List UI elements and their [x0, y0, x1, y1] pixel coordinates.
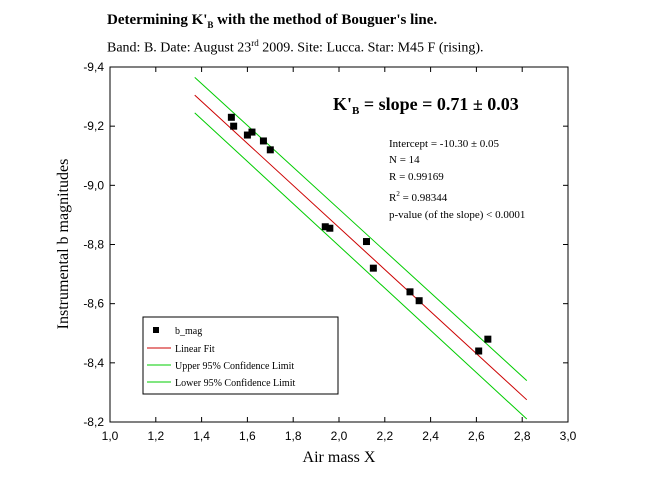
- axis-ticks: 1,0 1,2 1,4 1,6 1,8 2,0 2,2 2,4 2,6 2,8 3,0 -9,4 -9,…: [83, 60, 576, 443]
- legend-label-b-mag: b_mag: [175, 326, 202, 337]
- x-tick-label: 3,0: [560, 429, 577, 443]
- x-axis-label: Air mass X: [303, 449, 376, 466]
- n-text: N = 14: [389, 154, 420, 166]
- r-text: R = 0.99169: [389, 171, 444, 183]
- y-tick-label: -9,2: [83, 119, 104, 133]
- data-point: [369, 264, 377, 272]
- x-tick-label: 2,2: [376, 429, 393, 443]
- y-tick-label: -8,4: [83, 356, 104, 370]
- data-point: [266, 146, 274, 154]
- data-point: [227, 113, 235, 121]
- x-tick-label: 1,6: [239, 429, 256, 443]
- x-tick-label: 2,6: [468, 429, 485, 443]
- data-point: [248, 128, 256, 136]
- x-tick-label: 2,4: [422, 429, 439, 443]
- y-axis-label: Instrumental b magnitudes: [55, 159, 72, 330]
- intercept-text: Intercept = -10.30 ± 0.05: [389, 138, 499, 150]
- x-tick-label: 2,0: [331, 429, 348, 443]
- legend-label-upper: Upper 95% Confidence Limit: [175, 361, 294, 372]
- y-tick-label: -8,2: [83, 415, 104, 429]
- data-point: [326, 224, 334, 232]
- y-tick-label: -9,0: [83, 178, 104, 192]
- y-tick-label: -9,4: [83, 60, 104, 74]
- legend-marker-b-mag: [153, 327, 159, 333]
- data-point: [484, 335, 492, 343]
- data-point: [415, 297, 423, 305]
- series-line-lower-95-confidence-limit: [194, 112, 528, 420]
- data-point: [406, 288, 414, 296]
- data-point: [321, 223, 329, 231]
- y-tick-label: -8,8: [83, 238, 104, 252]
- data-point: [243, 131, 251, 139]
- x-tick-label: 1,2: [147, 429, 164, 443]
- series-line-linear-fit: [194, 94, 528, 401]
- data-point: [475, 347, 483, 355]
- legend-label-linear-fit: Linear Fit: [175, 344, 215, 355]
- x-tick-label: 1,4: [193, 429, 210, 443]
- chart-subtitle: Band: B. Date: August 23rd 2009. Site: L…: [107, 38, 484, 56]
- legend-label-lower: Lower 95% Confidence Limit: [175, 378, 295, 389]
- pvalue-text: p-value (of the slope) < 0.0001: [389, 209, 525, 221]
- legend: b_mag Linear Fit Upper 95% Confidence Li…: [142, 316, 339, 395]
- data-point: [259, 137, 267, 145]
- data-point: [362, 238, 370, 246]
- x-tick-label: 1,8: [285, 429, 302, 443]
- legend-box: [142, 316, 339, 395]
- x-tick-label: 1,0: [102, 429, 119, 443]
- y-tick-label: -8,6: [83, 297, 104, 311]
- data-points: [227, 113, 492, 355]
- data-point: [230, 122, 238, 130]
- slope-annotation: K'B = slope = 0.71 ± 0.03: [333, 94, 519, 117]
- series-line-upper-95-confidence-limit: [194, 76, 528, 381]
- fit-lines: [194, 76, 528, 420]
- chart-title: Determining K'B with the method of Bougu…: [107, 12, 438, 30]
- x-tick-label: 2,8: [514, 429, 531, 443]
- r2-text: R2 = 0.98344: [389, 190, 448, 204]
